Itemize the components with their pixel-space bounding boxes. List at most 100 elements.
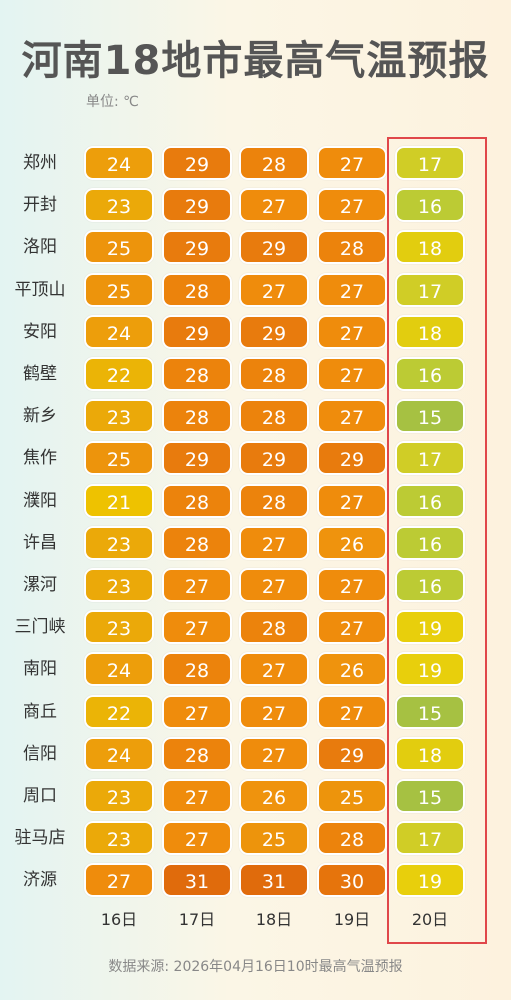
temp-cell: 23	[84, 779, 154, 813]
city-label: 安阳	[23, 322, 57, 342]
city-label: 许昌	[23, 533, 57, 553]
day-label: 18日	[255, 910, 293, 929]
temp-cell: 27	[317, 399, 387, 433]
temp-cell: 28	[239, 399, 309, 433]
city-label: 漯河	[23, 575, 57, 595]
temp-cell: 26	[317, 652, 387, 686]
temp-cell: 27	[317, 188, 387, 222]
temp-cell: 28	[317, 821, 387, 855]
temp-cell: 29	[162, 315, 232, 349]
city-label: 平顶山	[14, 280, 66, 300]
temp-cell: 23	[84, 399, 154, 433]
temp-cell: 19	[395, 863, 465, 897]
temp-cell: 24	[84, 315, 154, 349]
temp-cell: 27	[162, 568, 232, 602]
temp-cell: 29	[162, 230, 232, 264]
temp-cell: 16	[395, 188, 465, 222]
city-label: 驻马店	[14, 828, 66, 848]
temp-cell: 25	[239, 821, 309, 855]
temp-cell: 28	[239, 610, 309, 644]
city-label: 商丘	[23, 702, 57, 722]
city-label: 三门峡	[14, 617, 66, 637]
temp-cell: 26	[239, 779, 309, 813]
temp-cell: 27	[162, 695, 232, 729]
temp-cell: 29	[317, 737, 387, 771]
temp-cell: 24	[84, 146, 154, 180]
temp-cell: 27	[317, 610, 387, 644]
temp-cell: 25	[84, 441, 154, 475]
temp-cell: 27	[239, 737, 309, 771]
temp-cell: 25	[317, 779, 387, 813]
temp-cell: 27	[239, 273, 309, 307]
day-label: 17日	[178, 910, 216, 929]
temp-cell: 27	[317, 484, 387, 518]
temp-cell: 27	[162, 610, 232, 644]
temp-cell: 29	[162, 146, 232, 180]
day-label: 20日	[411, 910, 449, 929]
temp-cell: 28	[239, 357, 309, 391]
temp-cell: 17	[395, 146, 465, 180]
temp-cell: 16	[395, 568, 465, 602]
temp-cell: 21	[84, 484, 154, 518]
temp-cell: 23	[84, 610, 154, 644]
city-label: 周口	[23, 786, 57, 806]
temp-cell: 27	[162, 821, 232, 855]
temp-cell: 23	[84, 821, 154, 855]
temp-cell: 31	[162, 863, 232, 897]
temp-cell: 19	[395, 652, 465, 686]
temp-cell: 27	[317, 315, 387, 349]
temp-cell: 27	[239, 526, 309, 560]
temp-cell: 27	[162, 779, 232, 813]
temp-cell: 28	[317, 230, 387, 264]
temp-cell: 24	[84, 737, 154, 771]
temp-cell: 27	[317, 695, 387, 729]
temp-cell: 27	[239, 652, 309, 686]
temp-cell: 31	[239, 863, 309, 897]
temp-cell: 22	[84, 695, 154, 729]
temp-cell: 29	[162, 188, 232, 222]
temp-cell: 28	[162, 526, 232, 560]
temp-cell: 26	[317, 526, 387, 560]
city-label: 济源	[23, 870, 57, 890]
temp-cell: 27	[317, 146, 387, 180]
temp-cell: 28	[162, 357, 232, 391]
temp-cell: 28	[239, 146, 309, 180]
unit-label: 单位: ℃	[86, 94, 139, 110]
temp-cell: 15	[395, 779, 465, 813]
temp-cell: 28	[162, 484, 232, 518]
temp-cell: 23	[84, 568, 154, 602]
temp-cell: 27	[239, 188, 309, 222]
temp-cell: 27	[239, 568, 309, 602]
highlight-frame-20	[387, 137, 487, 944]
temp-cell: 25	[84, 273, 154, 307]
temp-cell: 28	[239, 484, 309, 518]
temp-cell: 27	[84, 863, 154, 897]
city-label: 南阳	[23, 659, 57, 679]
temp-cell: 23	[84, 188, 154, 222]
city-label: 郑州	[23, 153, 57, 173]
temp-cell: 29	[239, 315, 309, 349]
temp-cell: 29	[239, 441, 309, 475]
temp-cell: 19	[395, 610, 465, 644]
temp-cell: 29	[239, 230, 309, 264]
city-label: 鹤壁	[23, 364, 57, 384]
temp-cell: 18	[395, 737, 465, 771]
temp-cell: 15	[395, 399, 465, 433]
temp-cell: 29	[317, 441, 387, 475]
temp-cell: 24	[84, 652, 154, 686]
city-label: 新乡	[23, 406, 57, 426]
temp-cell: 17	[395, 821, 465, 855]
temp-cell: 22	[84, 357, 154, 391]
day-label: 16日	[100, 910, 138, 929]
temp-cell: 25	[84, 230, 154, 264]
temp-cell: 18	[395, 315, 465, 349]
temp-cell: 28	[162, 737, 232, 771]
temp-cell: 27	[317, 357, 387, 391]
city-label: 信阳	[23, 744, 57, 764]
city-label: 开封	[23, 195, 57, 215]
temp-cell: 16	[395, 484, 465, 518]
temp-cell: 28	[162, 273, 232, 307]
temp-cell: 17	[395, 441, 465, 475]
temp-cell: 16	[395, 526, 465, 560]
temp-cell: 29	[162, 441, 232, 475]
